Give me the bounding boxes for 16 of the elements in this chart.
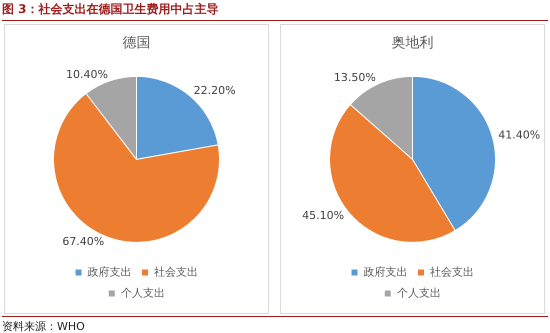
data-label: 41.40% [498,128,540,142]
legend-label: 政府支出 [364,265,408,278]
data-label: 45.10% [302,209,344,222]
data-label: 13.50% [334,71,376,84]
data-label: 10.40% [66,68,108,81]
legend-label: 个人支出 [120,286,165,300]
legend-label: 社会支出 [430,265,474,278]
legend-label: 个人支出 [396,286,441,300]
caption: 图 3：社会支出在德国卫生费用中占主导 [2,1,548,21]
chart-title: 奥地利 [392,35,434,52]
legend-label: 政府支出 [88,265,132,278]
data-label: 22.20% [194,84,236,98]
data-label: 67.40% [62,235,104,248]
text: 资料来源：WHO [2,316,548,333]
legend-label: 社会支出 [154,265,198,278]
chart-title: 德国 [122,35,150,52]
